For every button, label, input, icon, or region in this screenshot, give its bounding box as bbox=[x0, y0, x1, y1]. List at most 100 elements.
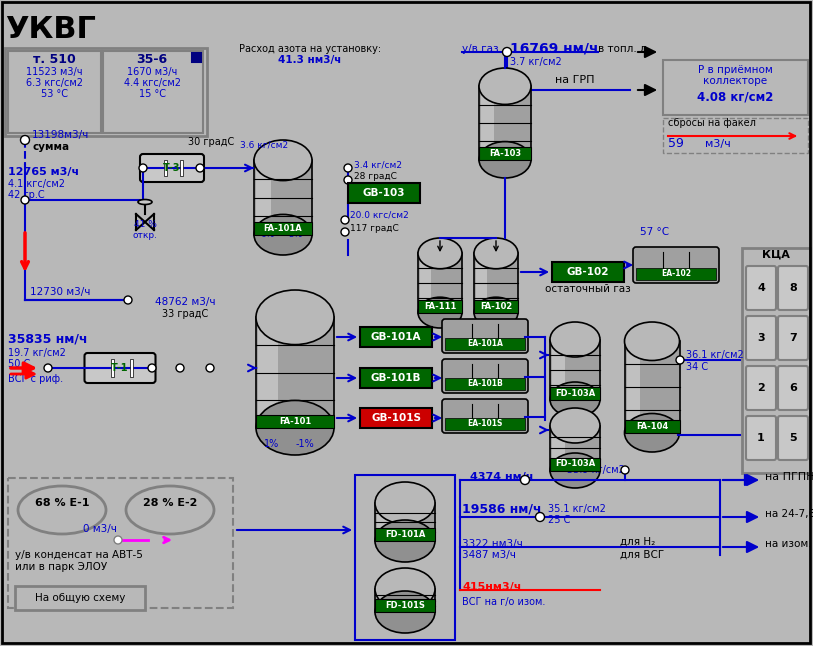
FancyBboxPatch shape bbox=[375, 503, 435, 541]
FancyBboxPatch shape bbox=[627, 341, 641, 433]
Text: 30 градС: 30 градС bbox=[188, 137, 234, 147]
FancyBboxPatch shape bbox=[552, 262, 624, 282]
Text: FD-103A: FD-103A bbox=[555, 388, 595, 397]
Text: 4: 4 bbox=[757, 283, 765, 293]
FancyBboxPatch shape bbox=[552, 426, 564, 470]
FancyBboxPatch shape bbox=[624, 341, 680, 433]
FancyBboxPatch shape bbox=[442, 359, 528, 393]
Text: 20.0 кгс/см2: 20.0 кгс/см2 bbox=[350, 211, 409, 220]
Circle shape bbox=[341, 216, 349, 224]
Ellipse shape bbox=[550, 453, 600, 488]
Text: коллекторе: коллекторе bbox=[703, 76, 767, 86]
Text: на ГРП: на ГРП bbox=[555, 75, 594, 85]
Text: 4.1 кгс/см2: 4.1 кгс/см2 bbox=[8, 179, 65, 189]
FancyBboxPatch shape bbox=[479, 86, 531, 160]
Text: на ПГПН: на ПГПН bbox=[765, 472, 813, 482]
Ellipse shape bbox=[479, 141, 531, 178]
Ellipse shape bbox=[254, 214, 312, 255]
FancyBboxPatch shape bbox=[550, 386, 600, 399]
Circle shape bbox=[341, 228, 349, 236]
Text: 5%: 5% bbox=[288, 230, 302, 239]
Text: 35835 нм/ч: 35835 нм/ч bbox=[8, 332, 88, 345]
Circle shape bbox=[176, 364, 184, 372]
Text: 3322 нм3/ч: 3322 нм3/ч bbox=[462, 539, 523, 549]
Text: FD-101S: FD-101S bbox=[385, 601, 425, 610]
Text: GB-101B: GB-101B bbox=[371, 373, 421, 383]
Text: FD-103A: FD-103A bbox=[555, 459, 595, 468]
FancyBboxPatch shape bbox=[550, 457, 600, 470]
Text: EA-102: EA-102 bbox=[661, 269, 691, 278]
Circle shape bbox=[344, 176, 352, 184]
Text: Т-1: Т-1 bbox=[111, 363, 128, 373]
Ellipse shape bbox=[474, 297, 518, 328]
FancyBboxPatch shape bbox=[254, 222, 312, 234]
FancyBboxPatch shape bbox=[15, 586, 145, 610]
Text: 12730 м3/ч: 12730 м3/ч bbox=[30, 287, 90, 297]
Text: 4374 нм/ч: 4374 нм/ч bbox=[470, 472, 533, 482]
FancyBboxPatch shape bbox=[445, 338, 525, 350]
Ellipse shape bbox=[550, 408, 600, 443]
Text: EA-101B: EA-101B bbox=[467, 379, 503, 388]
Ellipse shape bbox=[375, 591, 435, 633]
FancyBboxPatch shape bbox=[377, 589, 392, 612]
Text: 35.9 кг/см2: 35.9 кг/см2 bbox=[567, 465, 625, 475]
FancyBboxPatch shape bbox=[778, 316, 808, 360]
Text: 1: 1 bbox=[757, 433, 765, 443]
Text: FD-101A: FD-101A bbox=[385, 530, 425, 539]
FancyBboxPatch shape bbox=[550, 340, 600, 399]
Ellipse shape bbox=[418, 297, 462, 328]
FancyBboxPatch shape bbox=[375, 528, 435, 541]
Text: 19.7 кг/см2: 19.7 кг/см2 bbox=[8, 348, 66, 358]
Text: 6%: 6% bbox=[261, 230, 275, 239]
FancyBboxPatch shape bbox=[258, 317, 277, 428]
FancyBboxPatch shape bbox=[742, 248, 810, 473]
Text: откр.: откр. bbox=[133, 231, 158, 240]
Text: 41 %: 41 % bbox=[133, 220, 156, 229]
FancyBboxPatch shape bbox=[663, 118, 808, 153]
Text: сбросы на факел: сбросы на факел bbox=[668, 118, 756, 128]
Text: 7: 7 bbox=[789, 333, 797, 343]
FancyBboxPatch shape bbox=[476, 253, 487, 313]
Circle shape bbox=[114, 536, 122, 544]
FancyBboxPatch shape bbox=[348, 183, 420, 203]
Text: 59: 59 bbox=[668, 137, 684, 150]
Text: 16769 нм/ч: 16769 нм/ч bbox=[510, 41, 598, 55]
Ellipse shape bbox=[479, 68, 531, 105]
Ellipse shape bbox=[375, 520, 435, 562]
FancyBboxPatch shape bbox=[163, 160, 167, 176]
Text: 50 С: 50 С bbox=[8, 359, 30, 369]
FancyBboxPatch shape bbox=[256, 317, 334, 428]
FancyBboxPatch shape bbox=[377, 503, 392, 541]
Text: GB-101A: GB-101A bbox=[371, 332, 421, 342]
Text: 1670 м3/ч: 1670 м3/ч bbox=[127, 67, 177, 77]
Text: FA-103: FA-103 bbox=[489, 149, 521, 158]
Text: FA-101: FA-101 bbox=[279, 417, 311, 426]
FancyBboxPatch shape bbox=[445, 378, 525, 390]
FancyBboxPatch shape bbox=[8, 51, 101, 133]
FancyBboxPatch shape bbox=[445, 418, 525, 430]
Text: 3: 3 bbox=[757, 333, 765, 343]
Text: 1%: 1% bbox=[264, 439, 280, 449]
Text: 19586 нм/ч: 19586 нм/ч bbox=[462, 502, 541, 515]
Text: 6: 6 bbox=[789, 383, 797, 393]
Text: 4.08 кг/см2: 4.08 кг/см2 bbox=[697, 90, 773, 103]
FancyBboxPatch shape bbox=[746, 416, 776, 460]
Ellipse shape bbox=[418, 238, 462, 269]
Text: 41.3 нм3/ч: 41.3 нм3/ч bbox=[278, 55, 341, 65]
Ellipse shape bbox=[550, 382, 600, 417]
Text: 5: 5 bbox=[789, 433, 797, 443]
Text: 11523 м3/ч: 11523 м3/ч bbox=[26, 67, 82, 77]
FancyBboxPatch shape bbox=[778, 266, 808, 310]
FancyBboxPatch shape bbox=[111, 359, 114, 377]
Text: Т-3: Т-3 bbox=[163, 163, 180, 173]
Text: -1%: -1% bbox=[296, 439, 315, 449]
FancyBboxPatch shape bbox=[192, 53, 201, 62]
Text: 8: 8 bbox=[789, 283, 797, 293]
FancyBboxPatch shape bbox=[442, 319, 528, 353]
FancyBboxPatch shape bbox=[474, 300, 518, 313]
Text: у/в конденсат на АВТ-5: у/в конденсат на АВТ-5 bbox=[15, 550, 143, 560]
Text: 2: 2 bbox=[757, 383, 765, 393]
Circle shape bbox=[20, 136, 29, 145]
FancyBboxPatch shape bbox=[5, 48, 207, 136]
Text: 36.1 кг/см2: 36.1 кг/см2 bbox=[686, 350, 744, 360]
